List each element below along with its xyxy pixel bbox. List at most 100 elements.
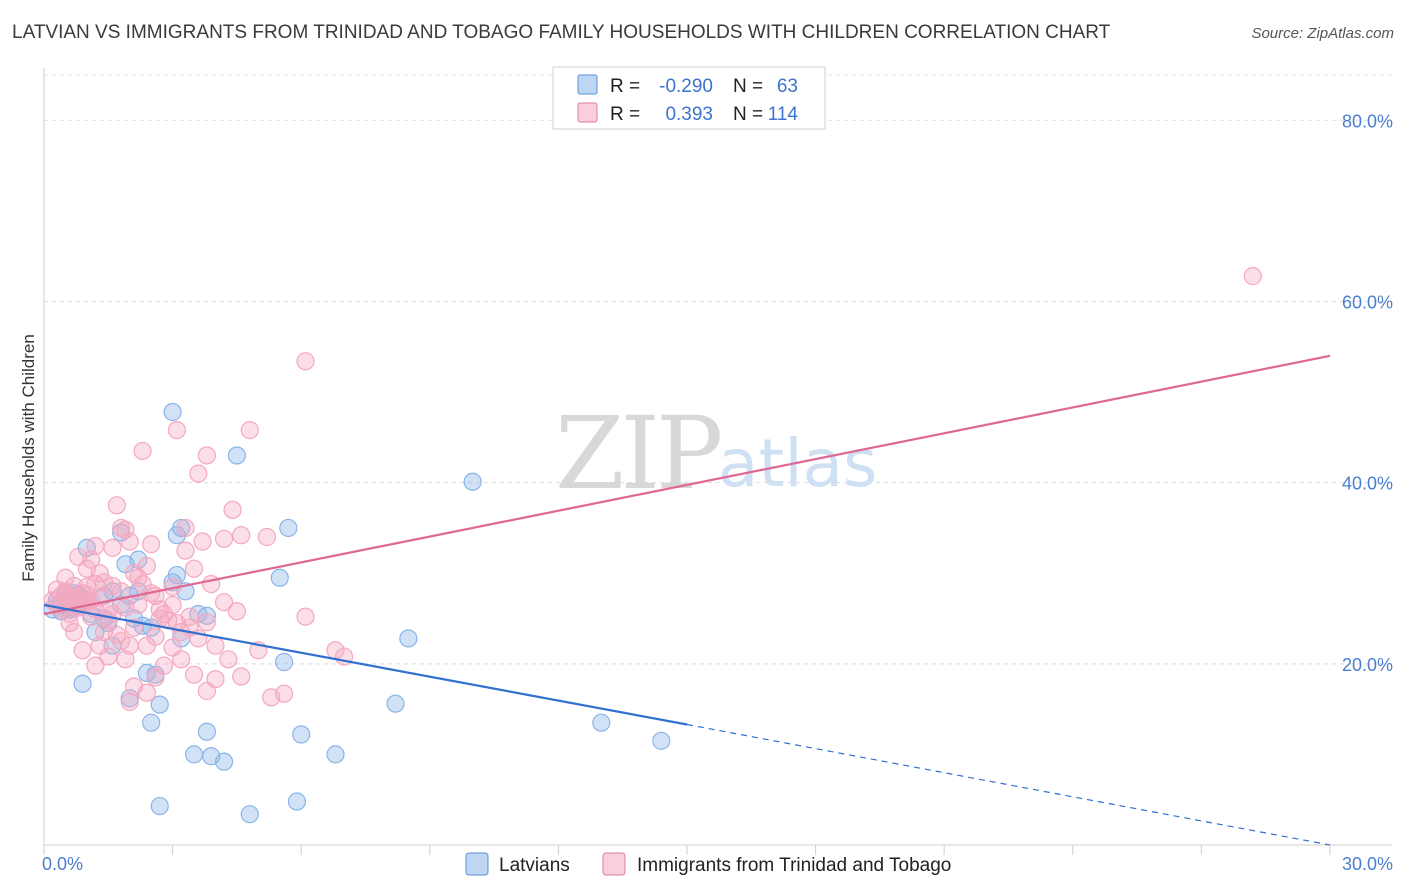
latvians-point [279, 518, 298, 538]
trinidad-point [150, 600, 169, 619]
trinidad-point [64, 623, 84, 642]
latvians-point [142, 713, 161, 732]
latvians-point [274, 652, 294, 672]
stats-legend-n-latvians: 63 [777, 76, 798, 97]
watermark: ZIP atlas [555, 395, 878, 512]
trinidad-point [73, 641, 92, 660]
chart-source: Source: ZipAtlas.com [1251, 25, 1394, 42]
trinidad-point [107, 496, 126, 515]
latvians-trend-extension [686, 723, 1331, 846]
trinidad-point [227, 602, 246, 621]
trinidad-point [206, 636, 225, 655]
watermark-zip: ZIP [555, 395, 720, 512]
legend-swatch-latvians [465, 852, 489, 876]
trinidad-points [43, 267, 1262, 711]
trinidad-point [137, 683, 156, 702]
trinidad-point [206, 670, 225, 689]
trinidad-point [184, 665, 204, 684]
chart-title: LATVIAN VS IMMIGRANTS FROM TRINIDAD AND … [12, 22, 1111, 43]
trinidad-point [296, 607, 315, 626]
trinidad-point [176, 541, 195, 560]
x-tick-label: 0.0% [42, 854, 83, 874]
legend-label-trinidad: Immigrants from Trinidad and Tobago [637, 855, 951, 876]
trinidad-point [154, 656, 174, 675]
trinidad-point [232, 526, 251, 545]
latvians-point [399, 629, 418, 648]
latvians-point [386, 694, 405, 713]
latvians-point [73, 674, 92, 693]
trinidad-point [116, 598, 135, 617]
stats-legend-r-latvians: -0.290 [659, 76, 713, 97]
trinidad-point [180, 607, 199, 626]
latvians-point [167, 565, 186, 585]
trinidad-trend-line [43, 354, 1331, 616]
y-tick-label: 80.0% [1342, 111, 1393, 131]
trinidad-point [296, 352, 315, 371]
trinidad-point [86, 656, 105, 675]
trinidad-point [60, 613, 79, 633]
trinidad-point [197, 613, 216, 632]
trinidad-point [172, 650, 191, 669]
trinidad-point [120, 692, 139, 711]
latvians-point [227, 446, 246, 465]
trinidad-point [137, 556, 156, 576]
trinidad-point [103, 576, 122, 596]
latvians-point [197, 722, 216, 741]
latvians-trend-line [43, 603, 688, 726]
bottom-legend: Latvians Immigrants from Trinidad and To… [465, 852, 951, 876]
latvians-point [150, 695, 169, 714]
trinidad-point [69, 547, 88, 567]
latvians-point [652, 731, 671, 750]
stats-legend-r-trinidad: 0.393 [665, 104, 713, 125]
legend-swatch-trinidad [602, 852, 626, 876]
trinidad-point [112, 582, 131, 601]
latvians-point [150, 796, 169, 816]
latvians-point [270, 568, 289, 587]
trinidad-point [1243, 267, 1262, 286]
trinidad-point [197, 446, 216, 465]
stats-legend: R = -0.290 N = 63 R = 0.393 N = 114 [552, 66, 826, 130]
grid [44, 74, 1392, 665]
trinidad-point [137, 636, 156, 655]
trinidad-point [214, 529, 234, 548]
axes: 80.0% 60.0% 40.0% 20.0% 0.0% 30.0% [42, 68, 1393, 874]
trinidad-point [176, 518, 195, 538]
trinidad-point [56, 568, 75, 587]
latvians-point [292, 725, 311, 744]
trinidad-point [219, 650, 238, 669]
trend-lines [43, 354, 1331, 846]
trinidad-point [189, 464, 208, 483]
stats-legend-n-label-latvians: N = [733, 76, 763, 97]
legend-label-latvians: Latvians [499, 855, 570, 876]
y-tick-label: 40.0% [1342, 474, 1393, 494]
trinidad-point [223, 500, 242, 519]
stats-legend-r-label-latvians: R = [610, 76, 640, 97]
trinidad-point [120, 532, 139, 551]
trinidad-point [116, 520, 135, 539]
trinidad-point [120, 636, 139, 655]
trinidad-point [133, 441, 152, 461]
stats-legend-n-trinidad: 114 [768, 104, 799, 125]
latvians-point [463, 472, 482, 491]
trinidad-point [99, 647, 118, 666]
y-axis-label: Family Households with Children [19, 334, 38, 582]
trinidad-point [167, 421, 186, 440]
trinidad-point [82, 607, 101, 626]
trinidad-point [142, 535, 161, 554]
trinidad-point [257, 527, 277, 547]
latvians-point [184, 745, 204, 764]
latvians-point [214, 752, 234, 771]
trinidad-point [214, 593, 234, 612]
latvians-point [163, 402, 182, 422]
x-tick-label: 30.0% [1342, 854, 1393, 874]
latvians-point [287, 792, 307, 811]
y-tick-label: 20.0% [1342, 655, 1393, 675]
y-tick-label: 60.0% [1342, 292, 1393, 312]
latvians-point [240, 805, 259, 824]
trinidad-point [112, 632, 131, 651]
trinidad-point [240, 421, 259, 440]
trinidad-point [184, 559, 204, 578]
stats-legend-n-label-trinidad: N = [733, 104, 763, 125]
stats-legend-r-label-trinidad: R = [610, 104, 640, 125]
